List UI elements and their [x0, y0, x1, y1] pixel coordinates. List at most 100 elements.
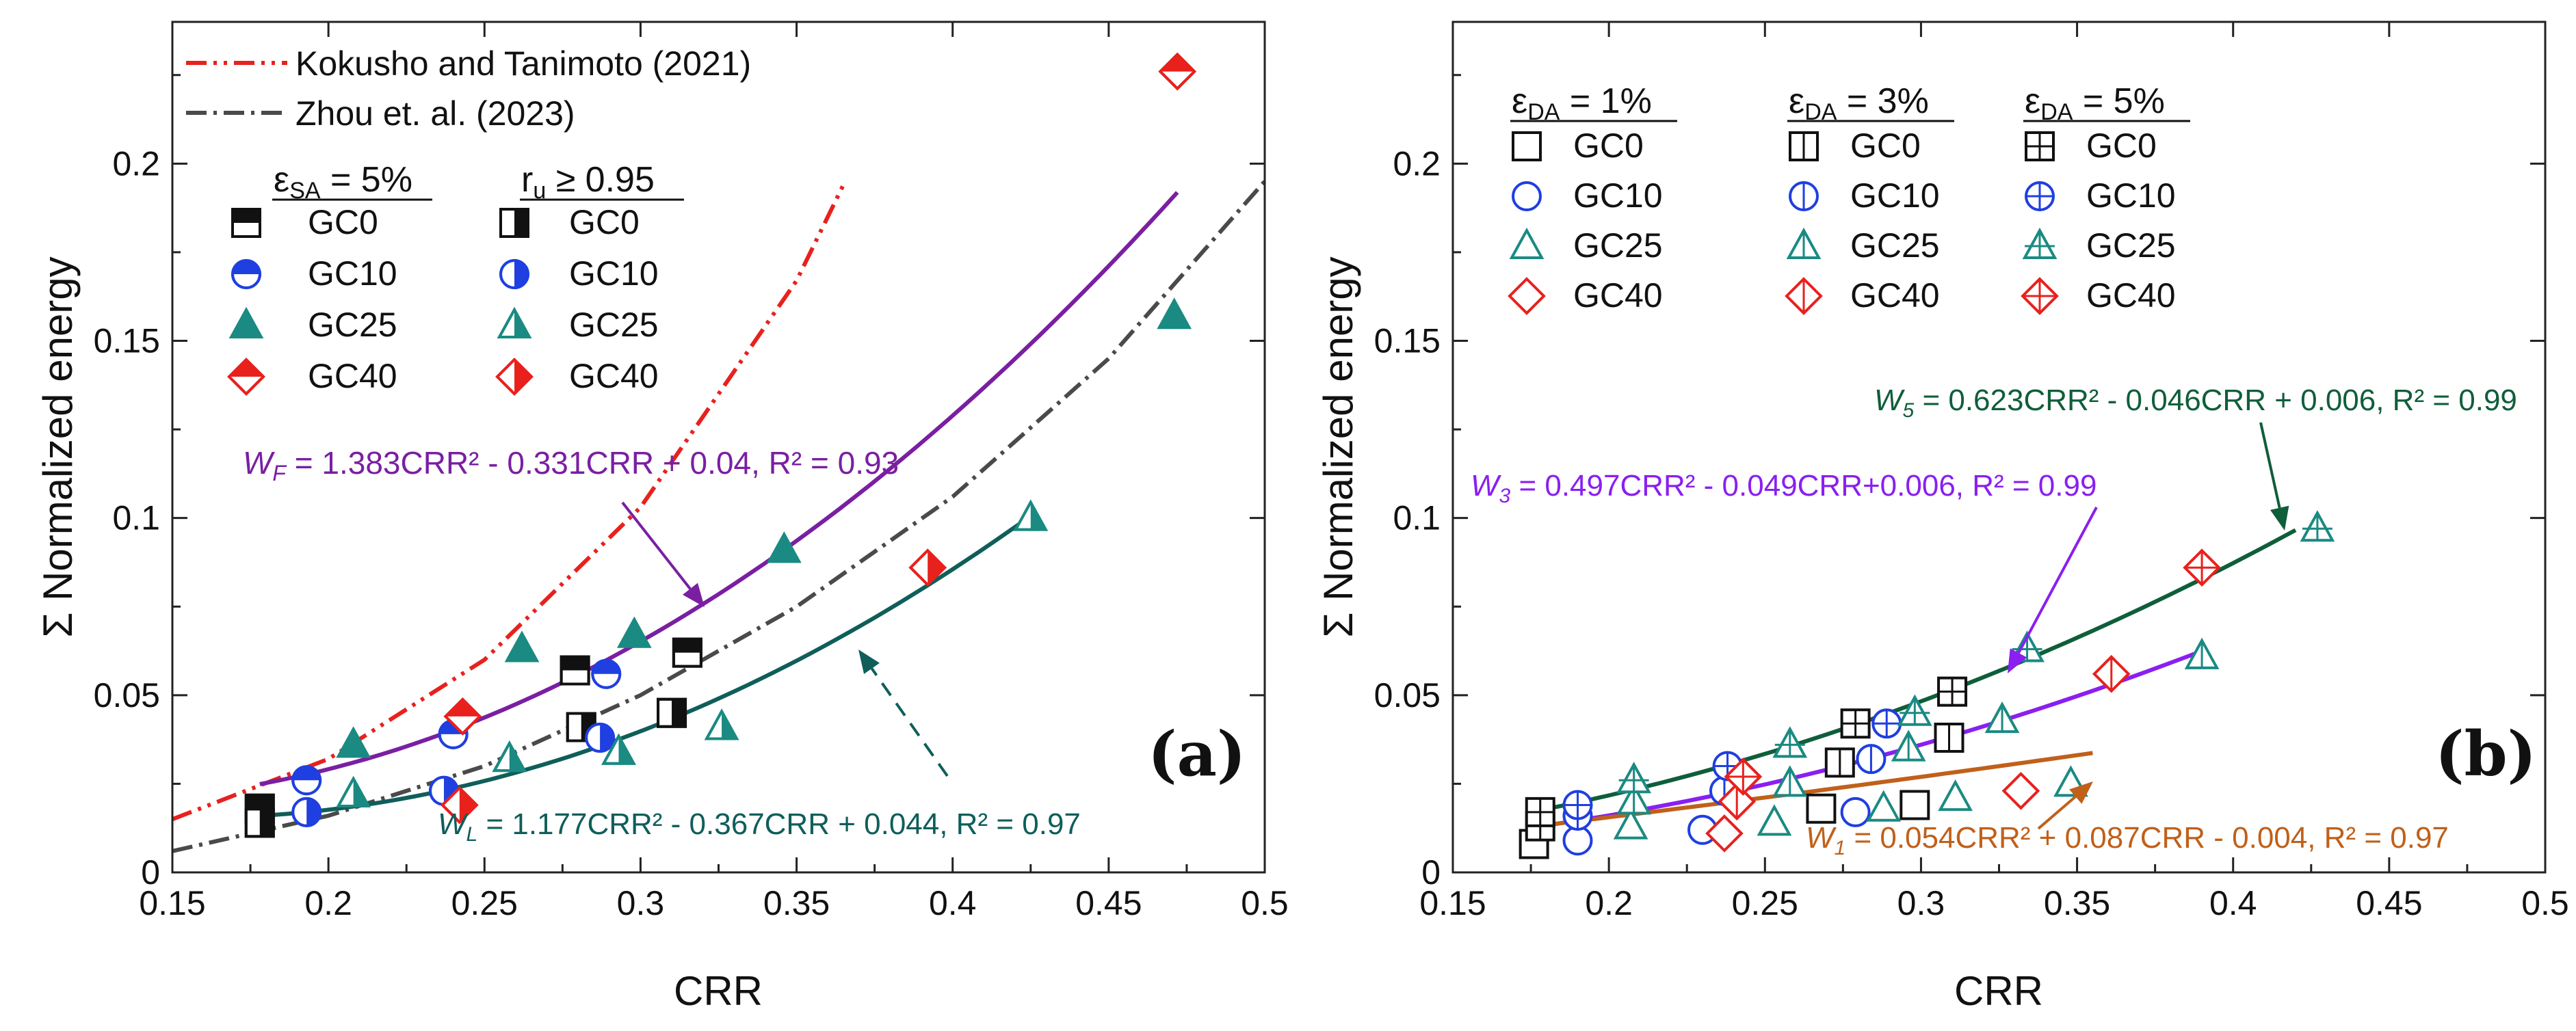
panel-a-y-tick-label: 0.1 — [112, 499, 160, 537]
panel-a-y-tick-label: 0.15 — [94, 322, 160, 360]
legend-marker-gc10-esa — [231, 259, 261, 289]
legend-label-gc40-eda5: GC40 — [2086, 276, 2176, 314]
data-point — [672, 637, 702, 668]
legend-marker-gc0-eda3 — [1789, 131, 1819, 161]
data-point — [1806, 793, 1837, 824]
legend-label-gc25-eda1: GC25 — [1573, 226, 1663, 265]
panel-b-fit-w5-label: W5 = 0.623CRR² - 0.046CRR + 0.006, R² = … — [1874, 384, 2517, 422]
data-point — [1562, 790, 1593, 820]
data-point — [591, 658, 622, 689]
data-point — [1705, 814, 1744, 853]
data-point — [244, 807, 275, 838]
legend-marker-gc0-eda5 — [2025, 131, 2055, 161]
data-point — [2184, 637, 2220, 669]
panel-b-x-tick-label: 0.35 — [2044, 884, 2110, 922]
fit-curve-w-f — [259, 191, 1179, 786]
legend-label-gc0-ru: GC0 — [569, 203, 640, 241]
data-point — [1891, 729, 1926, 762]
panel-b-chart: 0.15 0.2 0.25 0.3 0.35 0.4 0.45 0.5 0 0.05 0.1 0.15… — [1315, 21, 2569, 1014]
legend-marker-gc0-eda1 — [1512, 131, 1542, 161]
legend-label-gc0-esa: GC0 — [308, 203, 378, 241]
data-point — [1616, 762, 1652, 794]
data-point — [704, 708, 739, 740]
legend-label-gc0-eda5: GC0 — [2086, 126, 2157, 165]
data-point — [291, 796, 322, 827]
data-point — [2092, 654, 2131, 693]
panel-b-y-tick-label: 0.2 — [1393, 144, 1441, 183]
legend-marker-gc25-eda5 — [2022, 227, 2058, 259]
data-point — [1840, 708, 1871, 739]
panel-b-x-tick-label: 0.2 — [1585, 884, 1633, 922]
panel-b-x-tick-label: 0.15 — [1419, 884, 1486, 922]
data-point — [560, 655, 590, 686]
legend-label-gc10-eda3: GC10 — [1850, 176, 1940, 215]
legend-marker-gc40-ru — [495, 358, 534, 396]
w5-arrow — [2259, 422, 2289, 531]
panel-b-x-tick-label: 0.25 — [1732, 884, 1798, 922]
panel-a-y-tick-label: 0 — [141, 853, 160, 892]
data-point — [1984, 701, 2020, 734]
data-point — [657, 697, 687, 728]
data-point — [585, 723, 616, 753]
panel-b-y-tick-label: 0 — [1421, 853, 1441, 892]
data-point — [1724, 758, 1763, 796]
data-point — [1866, 790, 1902, 822]
panel-a-x-tick-label: 0.5 — [1241, 884, 1289, 922]
data-point — [1772, 765, 1808, 797]
legend-marker-gc10-eda1 — [1512, 181, 1542, 211]
data-point — [601, 733, 636, 765]
legend-label-gc0-eda1: GC0 — [1573, 126, 1644, 165]
kokusho-reference-curve — [171, 184, 845, 822]
legend-marker-gc40-eda1 — [1508, 277, 1546, 315]
legend-label-gc25-ru: GC25 — [569, 306, 659, 344]
data-point — [1824, 747, 1855, 778]
data-point — [1158, 52, 1197, 91]
legend-marker-gc0-ru — [499, 208, 529, 238]
panel-b-y-tick-label: 0.05 — [1374, 676, 1441, 714]
data-point — [492, 740, 527, 773]
legend-marker-gc40-eda5 — [2021, 277, 2059, 315]
panel-b-y-tick-label: 0.1 — [1393, 499, 1441, 537]
data-point — [1013, 499, 1049, 531]
panel-b-x-tick-label: 0.45 — [2356, 884, 2422, 922]
data-point — [908, 548, 947, 587]
legend-marker-gc40-esa — [227, 358, 265, 396]
panel-a-y-axis-label: Σ Normalized energy — [35, 256, 81, 637]
data-point — [616, 616, 652, 648]
panel-b-x-tick-label: 0.3 — [1897, 884, 1945, 922]
legend-kokusho-label: Kokusho and Tanimoto (2021) — [295, 44, 751, 83]
panel-b-fit-w3-label: W3 = 0.497CRR² - 0.049CRR+0.006, R² = 0.… — [1471, 469, 2097, 507]
legend-marker-gc25-eda1 — [1509, 227, 1545, 259]
panel-a-x-tick-label: 0.2 — [304, 884, 352, 922]
legend-label-gc0-eda3: GC0 — [1850, 126, 1921, 165]
panel-a-x-tick-label: 0.3 — [617, 884, 665, 922]
legend-header-eda3: εDA = 3% — [1789, 81, 1929, 125]
data-point — [1525, 796, 1555, 827]
data-point — [443, 697, 482, 736]
panel-a-y-tick-label: 0.05 — [94, 676, 160, 714]
panel-a-chart: 0.15 0.2 0.25 0.3 0.35 0.4 0.45 0.5 0 0.05 0.1 0.15… — [35, 21, 1289, 1014]
panel-a-tag: (a) — [1148, 718, 1246, 790]
legend-marker-gc10-eda5 — [2025, 181, 2055, 211]
data-point — [1157, 297, 1192, 330]
data-point — [1900, 790, 1930, 820]
panel-b-x-tick-label: 0.4 — [2209, 884, 2257, 922]
data-point — [336, 775, 371, 807]
legend-label-gc10-eda1: GC10 — [1573, 176, 1663, 215]
data-point — [440, 786, 479, 825]
panel-b-y-axis-label: Σ Normalized energy — [1315, 256, 1361, 637]
legend-label-gc25-esa: GC25 — [308, 306, 397, 344]
legend-label-gc25-eda5: GC25 — [2086, 226, 2176, 265]
legend-label-gc10-esa: GC10 — [308, 254, 397, 293]
data-point — [1772, 726, 1808, 758]
panel-a-fit-wl-label: WL = 1.177CRR² - 0.367CRR + 0.044, R² = … — [438, 807, 1081, 846]
panel-a-x-tick-label: 0.4 — [929, 884, 977, 922]
panel-a-x-tick-label: 0.25 — [451, 884, 518, 922]
legend-label-gc10-eda5: GC10 — [2086, 176, 2176, 215]
wf-arrow — [621, 501, 705, 607]
data-point — [2300, 510, 2335, 542]
data-point — [1757, 804, 1792, 836]
panel-b-marker-legend: εDA = 1% εDA = 3% εDA = 5% GC0 GC0 GC0GC10… — [1508, 81, 2190, 315]
legend-label-gc40-ru: GC40 — [569, 357, 659, 395]
panel-a-y-tick-label: 0.2 — [112, 144, 160, 183]
